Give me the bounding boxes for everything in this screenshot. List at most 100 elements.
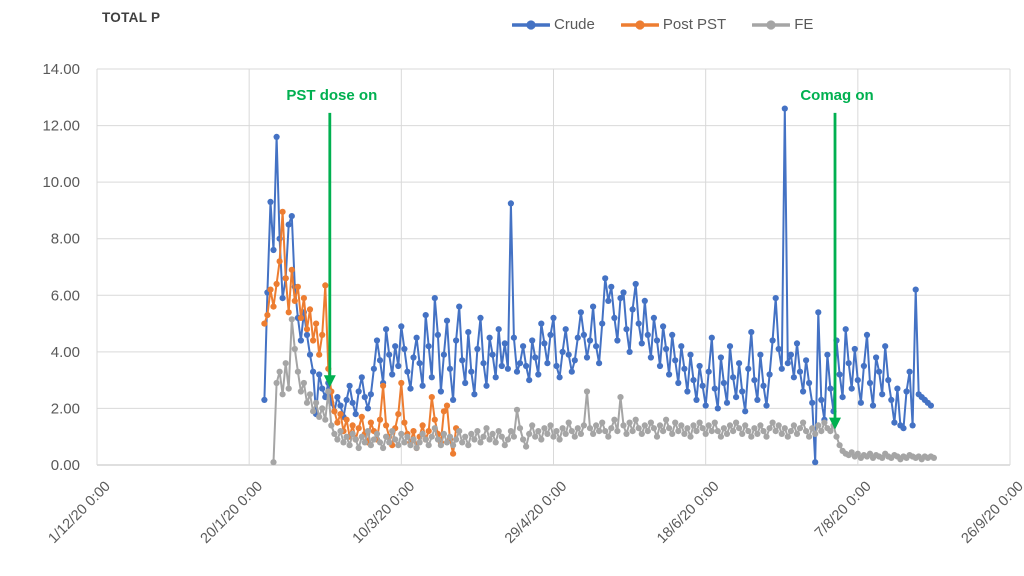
series-fe-point (498, 433, 505, 440)
series-fe-point (450, 442, 457, 449)
series-crude-point (553, 362, 560, 370)
series-fe-point (626, 419, 633, 426)
series-post-pst-point (355, 425, 362, 432)
legend-entry-fe: FE (752, 16, 813, 33)
series-fe-point (349, 430, 356, 437)
series-crude-point (702, 402, 709, 409)
series-fe-point (742, 422, 749, 429)
series-crude-point (726, 343, 734, 350)
series-fe-point (446, 433, 454, 440)
series-fe-point (443, 439, 451, 446)
series-crude-point (720, 379, 728, 387)
series-crude-point (456, 303, 463, 310)
series-fe-point (416, 439, 423, 446)
series-crude-point (316, 371, 323, 378)
series-post-pst-point (267, 286, 274, 293)
series-crude-point (450, 396, 457, 403)
series-fe-point (711, 419, 718, 426)
series-fe-point (833, 433, 840, 440)
series-post-pst-point (322, 282, 329, 289)
series-fe-point (550, 433, 557, 440)
series-crude-point (605, 297, 612, 304)
series-crude-point (903, 388, 910, 395)
series-crude-point (672, 357, 679, 364)
series-fe-point (803, 428, 810, 435)
series-fe-point (778, 430, 785, 437)
series-crude-point (361, 394, 368, 401)
series-fe-point (419, 430, 426, 437)
series-fe-point (392, 436, 399, 443)
series-crude-point (501, 340, 508, 347)
annotation-pst-dose-on: PST dose on (286, 87, 377, 388)
series-crude-point (815, 309, 822, 316)
series-crude-point (869, 402, 877, 409)
series-fe-point (812, 430, 819, 437)
series-fe-point (714, 428, 721, 435)
series-crude-point (428, 374, 435, 381)
series-crude-point (760, 382, 767, 389)
series-fe-point (736, 425, 743, 432)
series-crude-point (669, 331, 676, 338)
series-fe-point (547, 422, 554, 429)
series-fe-point (568, 428, 575, 435)
series-crude-point (660, 323, 667, 330)
series-crude-point (681, 365, 688, 372)
series-fe-point (717, 433, 725, 440)
series-crude-point (422, 312, 429, 319)
series-post-pst-point (300, 295, 307, 302)
series-fe-point (303, 399, 311, 406)
series-crude-point (733, 394, 740, 401)
series-crude-point (818, 396, 825, 403)
series-crude-point (763, 402, 770, 409)
series-post-pst-point (358, 413, 365, 420)
series-fe-point (389, 428, 396, 435)
series-crude-point (796, 368, 804, 375)
series-fe-point (380, 444, 387, 452)
series-fe-point (760, 428, 767, 435)
series-fe-point (800, 419, 807, 426)
series-crude-point (370, 365, 377, 372)
series-crude-point (343, 396, 350, 403)
series-fe-point (793, 430, 801, 437)
series-crude-point (620, 289, 627, 296)
legend-label-crude: Crude (554, 16, 595, 33)
y-tick-label: 8.00 (51, 231, 80, 248)
series-fe-point (590, 430, 597, 437)
series-fe-point (507, 428, 514, 435)
series-post-pst-point (450, 450, 457, 457)
series-crude-point (367, 391, 374, 398)
series-fe-point (562, 430, 569, 437)
series-crude-point (687, 351, 694, 358)
series-fe-point (316, 413, 323, 420)
series-fe-point (577, 430, 585, 437)
series-fe-point (291, 345, 298, 353)
x-tick-label: 29/4/20 0:00 (502, 479, 570, 547)
series-fe-point (270, 459, 277, 466)
series-crude-point (404, 368, 411, 375)
series-fe-point (376, 439, 384, 446)
series-crude-point (769, 337, 776, 344)
series-crude-point (383, 326, 390, 333)
series-fe-point (739, 430, 746, 437)
series-crude-point (781, 105, 788, 112)
post-pst-line-marker-icon (620, 19, 659, 30)
series-crude-point (723, 399, 731, 406)
series-fe-point (556, 436, 563, 443)
series-crude-point (927, 402, 935, 409)
series-post-pst-point (431, 416, 438, 423)
series-crude-point (860, 362, 868, 370)
series-fe-point (663, 416, 670, 423)
series-fe-point (422, 436, 429, 443)
series-post-pst-point (316, 351, 323, 358)
series-fe-point (690, 422, 697, 429)
series-fe-point (583, 388, 591, 395)
series-fe-point (784, 433, 791, 440)
series-fe-point (483, 425, 490, 432)
series-crude-point (310, 368, 317, 375)
series-post-pst-point (310, 337, 317, 344)
series-fe-point (297, 388, 304, 395)
series-crude-point (678, 343, 685, 350)
series-fe-point (334, 436, 341, 443)
series-fe-point (790, 422, 798, 429)
series-crude-point (714, 405, 721, 412)
